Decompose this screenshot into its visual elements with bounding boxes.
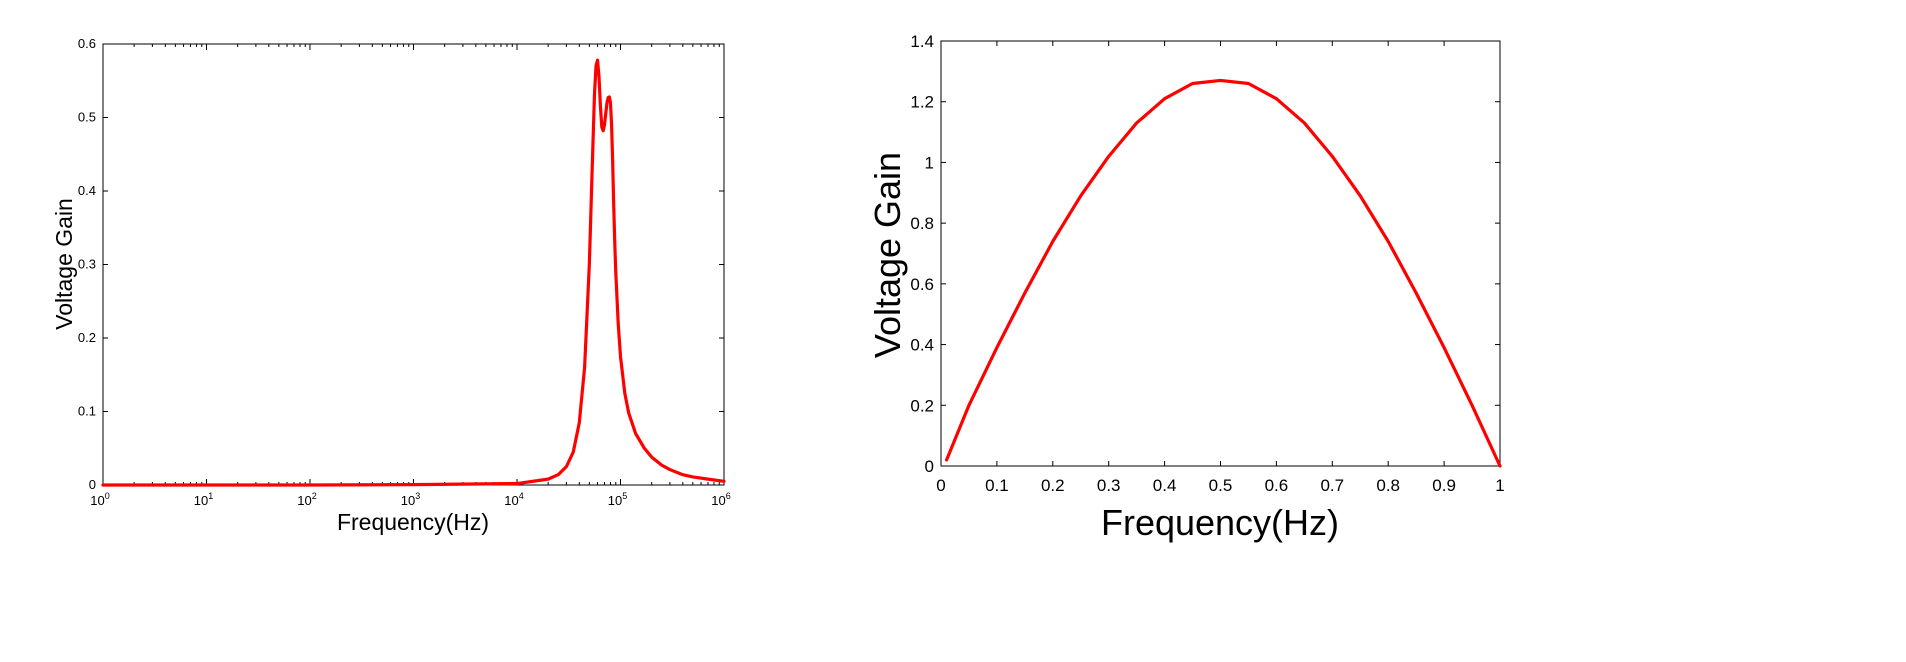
x-axis-label: Frequency(Hz) (1101, 502, 1339, 543)
plot-frame (940, 40, 1501, 467)
x-tick-label: 0.4 (1153, 476, 1177, 495)
x-tick-label: 100 (90, 491, 109, 508)
x-tick-exponent: 1 (208, 491, 213, 501)
y-tick-label: 0.4 (910, 336, 934, 355)
series-line (944, 78, 1502, 468)
y-axis-label: Voltage Gain (51, 198, 77, 330)
y-tick-label: 0.1 (78, 404, 96, 419)
x-tick-exponent: 0 (105, 491, 110, 501)
y-tick-label: 0.4 (78, 183, 96, 198)
y-tick-label: 0.3 (78, 257, 96, 272)
x-tick-base: 10 (90, 493, 104, 508)
x-tick-base: 10 (194, 493, 208, 508)
y-tick-label: 0.6 (910, 275, 934, 294)
y-tick-label: 1.4 (910, 32, 934, 51)
x-tick-label: 0.6 (1265, 476, 1289, 495)
y-tick-label: 0.5 (78, 110, 96, 125)
x-tick-label: 1 (1495, 476, 1504, 495)
x-tick-exponent: 2 (312, 491, 317, 501)
x-tick-label: 101 (194, 491, 213, 508)
x-tick-base: 10 (711, 493, 725, 508)
series-line (101, 58, 726, 487)
y-tick-label: 0.2 (78, 330, 96, 345)
y-tick-label: 0 (89, 477, 96, 492)
x-tick-label: 103 (401, 491, 420, 508)
x-tick-base: 10 (401, 493, 415, 508)
x-tick-label: 102 (297, 491, 316, 508)
y-tick-label: 0.2 (910, 396, 934, 415)
chart-right: 0 0.2 0.4 0.6 0.8 1 1.2 1.4 0 0.1 0.2 0.3 0.4 0.5 0.6 0… (867, 32, 1505, 543)
x-tick-label: 104 (504, 491, 523, 508)
x-tick-label: 0.1 (985, 476, 1009, 495)
x-tick-base: 10 (297, 493, 311, 508)
x-tick-label: 106 (711, 491, 730, 508)
x-tick-label: 105 (608, 491, 627, 508)
x-tick-exponent: 4 (519, 491, 524, 501)
y-tick-label: 1 (925, 153, 934, 172)
y-axis-label: Voltage Gain (867, 152, 908, 358)
x-tick-label: 0.3 (1097, 476, 1121, 495)
x-tick-base: 10 (608, 493, 622, 508)
x-tick-label: 0 (936, 476, 945, 495)
x-tick-exponent: 5 (622, 491, 627, 501)
y-tick-label: 0.6 (78, 36, 96, 51)
x-tick-label: 0.8 (1376, 476, 1400, 495)
y-tick-label: 1.2 (910, 93, 934, 112)
x-tick-base: 10 (504, 493, 518, 508)
x-tick-label: 0.9 (1432, 476, 1456, 495)
x-tick-label: 0.5 (1209, 476, 1233, 495)
x-tick-exponent: 3 (415, 491, 420, 501)
x-axis-label: Frequency(Hz) (337, 509, 489, 535)
y-tick-label: 0 (925, 457, 934, 476)
x-tick-label: 0.2 (1041, 476, 1065, 495)
x-tick-exponent: 6 (726, 491, 731, 501)
y-tick-label: 0.8 (910, 214, 934, 233)
x-tick-label: 0.7 (1320, 476, 1344, 495)
